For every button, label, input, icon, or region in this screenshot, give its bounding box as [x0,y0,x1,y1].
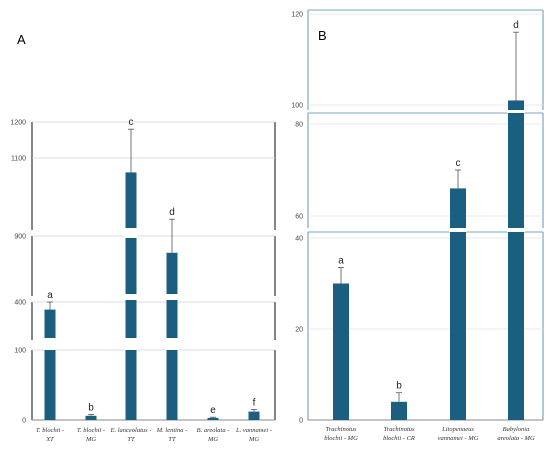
panel-a-axis-break [43,338,57,350]
panel-b-bar [450,188,466,420]
panel-a-significance-label: e [210,405,216,416]
panel-a-significance-label: b [88,402,94,413]
panel-b-tick-label: 20 [295,327,303,334]
panel-b-axis-break [507,110,525,113]
panel-a-significance-label: d [169,207,175,218]
panel-a-category-label: E. lanceolatus - [110,427,152,434]
panel-a-category-label: TT [168,436,176,443]
panel-b-bar [333,283,349,420]
panel-a-letter: A [17,32,26,47]
panel-a-category-label: MG [85,436,96,443]
panel-a-tick-label: 0 [22,418,26,425]
panel-a-tick-label: 100 [14,348,26,355]
panel-a-significance-label: a [47,290,53,301]
panel-a-bar [85,415,97,420]
panel-a-category-label: MG [207,436,218,443]
panel-b-significance-label: d [513,20,519,31]
panel-b-category-label: blochii - CR [383,435,415,442]
panel-b-tick-label: 60 [295,214,303,221]
panel-b-category-label: Litopenaeus [441,426,474,433]
panel-b-significance-label: b [396,381,402,392]
panel-a-significance-label: f [253,398,256,409]
panel-b-category-label: Trachinotus [325,426,357,433]
panel-a-category-label: M. lentina - [156,427,188,434]
panel-a-category-label: B. areolata - [197,427,230,434]
panel-b-tick-label: 100 [291,103,303,110]
panel-b-category-label: Babylonia [503,426,530,433]
panel-b-category-label: Trachinotus [383,426,415,433]
panel-a-category-label: T. blochii - [36,427,64,434]
panel-a-tick-label: 400 [14,300,26,307]
panel-b-axis-break [507,228,525,232]
panel-b-category-label: vannamei - MG [438,435,479,442]
panel-a-axis-break [124,228,138,238]
panel-a-bar [44,309,56,420]
panel-a-tick-label: 1100 [11,156,26,163]
panel-a-category-label: L. vannamei - [235,427,272,434]
panel-a-category-label: TT [127,436,135,443]
panel-a-axis-break [124,338,138,350]
panel-a-axis-break [165,294,179,300]
panel-b-category-label: areolata - MG [497,435,535,442]
panel-b-letter: B [318,28,327,43]
panel-b-tick-label: 120 [291,12,303,19]
panel-b-tick-label: 40 [295,236,303,243]
panel-b-significance-label: a [338,256,344,267]
panel-a-category-label: T. blochii - [77,427,105,434]
panel-b-significance-label: c [456,158,461,169]
panel-a-significance-label: c [129,117,134,128]
panel-b-category-label: blochii - MG [324,435,358,442]
panel-b-tick-label: 80 [295,122,303,129]
panel-b-bar [508,100,524,420]
panel-b-bar [391,401,407,420]
panel-a-category-label: XT [45,436,54,443]
panel-a-bar [248,411,260,420]
panel-b-axis-break [449,228,467,232]
panel-a-category-label: MG [248,436,259,443]
panel-a-bar [166,252,178,420]
panel-a-tick-label: 1200 [10,120,26,127]
panel-a-tick-label: 900 [14,234,26,241]
panel-a-axis-break [165,338,179,350]
panel-a-bar [207,417,219,420]
panel-b-tick-label: 0 [299,418,303,425]
panel-a-axis-break [124,294,138,300]
